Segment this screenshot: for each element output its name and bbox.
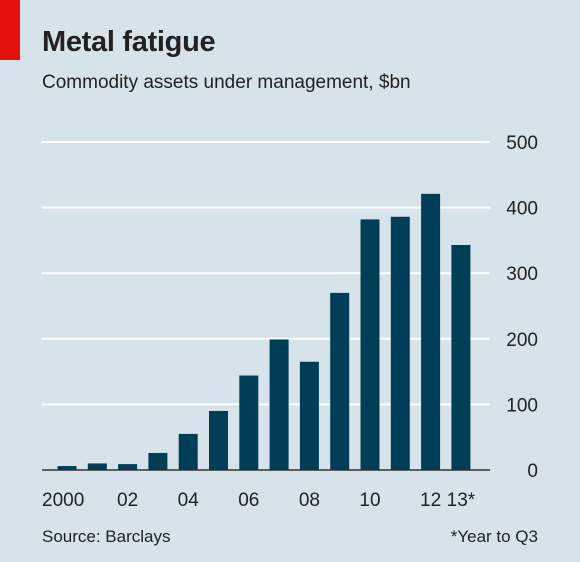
x-tick-label: 2000 (42, 490, 84, 511)
y-tick-label: 400 (506, 199, 538, 220)
x-tick-label: 10 (359, 490, 380, 511)
y-tick-label: 100 (506, 395, 538, 416)
x-tick-label: 04 (178, 490, 200, 511)
bar-08 (299, 361, 319, 470)
bars (57, 193, 471, 470)
bar-07 (269, 339, 289, 470)
bar-03 (148, 452, 168, 470)
bar-05 (209, 410, 228, 470)
x-axis-ticks: 2000 02 04 06 08 10 12 13* (42, 490, 476, 511)
y-tick-label: 200 (506, 330, 538, 351)
bar-06 (239, 375, 259, 470)
y-tick-label: 0 (527, 461, 538, 482)
bar-11 (390, 216, 410, 470)
x-tick-label: 08 (299, 490, 320, 511)
y-axis-ticks: 0 100 200 300 400 500 (506, 133, 538, 482)
bar-10 (360, 219, 380, 470)
chart-subtitle: Commodity assets under management, $bn (42, 72, 411, 93)
bar-01 (87, 463, 107, 470)
bar-09 (330, 292, 350, 470)
x-tick-label: 12 (420, 490, 441, 511)
bar-02 (118, 464, 138, 470)
y-tick-label: 500 (506, 133, 538, 154)
bar-12 (421, 193, 441, 470)
chart-title: Metal fatigue (42, 26, 216, 58)
footnote: *Year to Q3 (450, 527, 538, 546)
bar-2000 (57, 466, 77, 470)
y-tick-label: 300 (506, 264, 538, 285)
x-tick-label: 13* (447, 490, 476, 511)
source-note: Source: Barclays (42, 527, 171, 546)
x-tick-label: 06 (238, 490, 259, 511)
x-tick-label: 02 (117, 490, 138, 511)
bar-13 (451, 244, 471, 470)
accent-tag (0, 0, 20, 60)
gridlines (42, 141, 490, 471)
bar-04 (178, 433, 198, 470)
